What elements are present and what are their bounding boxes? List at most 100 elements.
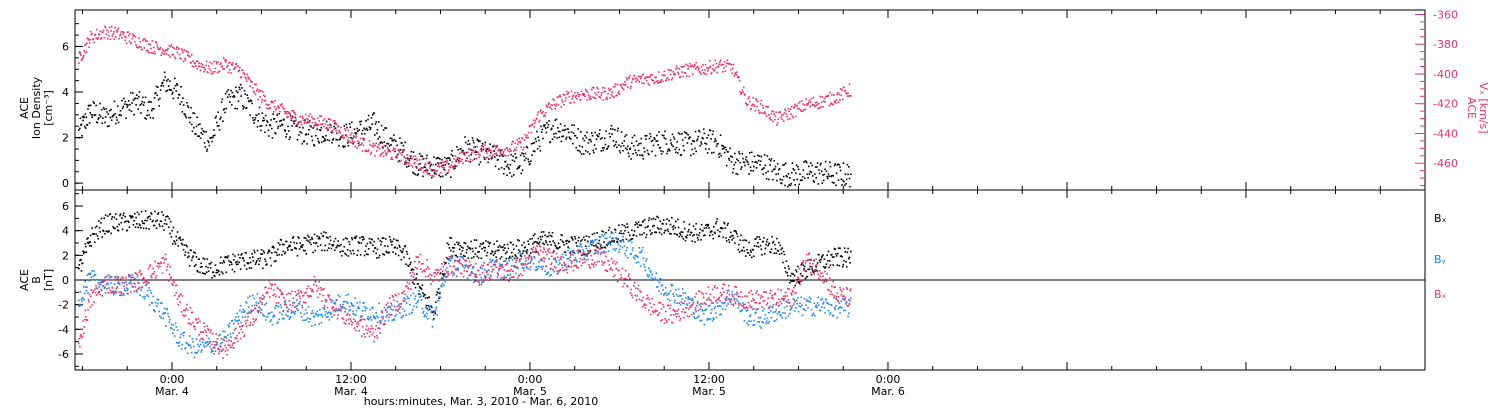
velocity-point (819, 95, 822, 98)
density-point (441, 175, 444, 178)
density-point (542, 137, 544, 140)
bx-point (459, 245, 462, 247)
by-point (445, 267, 448, 269)
bx-point (810, 273, 813, 276)
by-point (324, 314, 327, 316)
bx-point (264, 258, 266, 260)
bx-point (779, 244, 782, 247)
bx-point (838, 264, 841, 267)
by-point (447, 262, 450, 265)
bx-point (242, 257, 245, 260)
by-point (414, 298, 416, 300)
bx-point (503, 244, 506, 246)
density-point (370, 117, 373, 119)
velocity-point (273, 106, 276, 108)
velocity-point (833, 94, 835, 96)
density-point (418, 153, 421, 155)
velocity-point (410, 154, 412, 157)
velocity-point (694, 68, 697, 70)
velocity-point (813, 104, 815, 107)
velocity-point (106, 37, 109, 40)
top-right-tick-label: -460 (1433, 157, 1458, 170)
bx-point (671, 226, 674, 228)
velocity-point (748, 96, 750, 98)
by-point (548, 258, 550, 260)
by-point (402, 315, 405, 317)
velocity-point (669, 73, 672, 76)
velocity-point (224, 61, 227, 63)
velocity-point (558, 95, 561, 98)
bx-point (645, 236, 647, 239)
by-point (814, 306, 817, 308)
bx-point (94, 226, 97, 229)
bz-point (159, 265, 161, 268)
by-point (153, 309, 156, 312)
by-point (824, 312, 826, 314)
bx-point (543, 243, 546, 246)
by-point (607, 241, 609, 244)
bx-point (460, 253, 462, 255)
bx-point (118, 223, 120, 226)
density-point (447, 163, 450, 165)
by-point (770, 316, 773, 319)
by-point (218, 348, 221, 351)
velocity-point (492, 150, 495, 152)
density-point (620, 145, 622, 148)
by-point (108, 277, 111, 279)
density-point (602, 149, 605, 152)
velocity-point (188, 56, 191, 58)
by-point (264, 304, 266, 306)
velocity-point (807, 103, 809, 105)
by-point (161, 302, 163, 304)
by-point (271, 311, 273, 313)
by-point (262, 313, 264, 316)
by-point (231, 319, 234, 322)
density-point (749, 166, 752, 168)
by-point (283, 317, 285, 320)
density-point (645, 134, 648, 137)
by-point (601, 234, 603, 236)
bx-point (454, 243, 456, 246)
bx-point (227, 255, 230, 257)
velocity-point (497, 149, 499, 152)
by-point (199, 343, 202, 346)
velocity-point (89, 38, 91, 41)
bz-point (129, 291, 132, 293)
density-point (88, 122, 91, 124)
velocity-point (831, 93, 833, 96)
bx-point (375, 252, 377, 255)
by-point (115, 277, 117, 279)
bx-point (348, 243, 351, 246)
bz-point (175, 292, 177, 294)
by-point (585, 247, 588, 250)
density-point (831, 181, 834, 184)
bx-point (761, 254, 763, 256)
bx-point (186, 245, 188, 248)
bx-point (477, 257, 480, 259)
by-point (300, 312, 302, 314)
density-point (522, 153, 525, 155)
velocity-point (504, 148, 506, 151)
density-point (84, 113, 87, 115)
by-point (104, 292, 107, 294)
by-point (801, 314, 804, 317)
velocity-point (370, 153, 372, 155)
density-point (561, 129, 564, 132)
by-point (688, 302, 691, 304)
velocity-point (430, 169, 432, 171)
by-point (206, 341, 209, 343)
velocity-point (438, 166, 440, 168)
velocity-point (427, 161, 430, 164)
velocity-point (796, 105, 798, 107)
bz-point (260, 312, 262, 314)
bx-point (418, 293, 420, 295)
top-left-tick-label: 2 (62, 132, 69, 145)
velocity-point (634, 77, 636, 80)
bz-point (97, 292, 99, 294)
density-point (408, 159, 411, 162)
by-point (552, 268, 554, 271)
bx-point (713, 231, 716, 234)
density-point (751, 151, 753, 154)
density-point (414, 173, 417, 176)
bx-point (824, 266, 827, 268)
